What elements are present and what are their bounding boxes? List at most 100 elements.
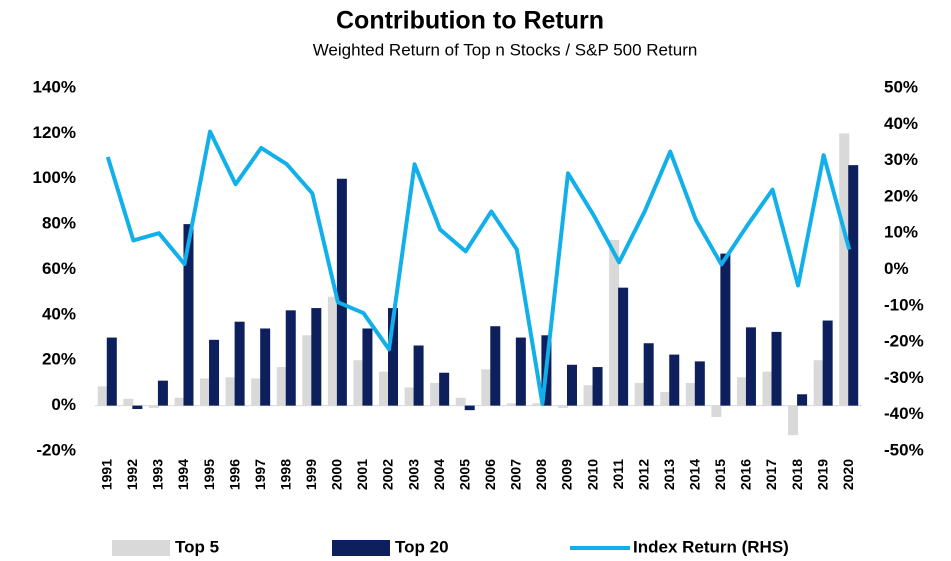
bar <box>771 331 782 406</box>
x-tick-label: 1997 <box>252 459 268 490</box>
bar <box>285 310 296 406</box>
x-tick-label: 2008 <box>533 459 549 490</box>
bar <box>106 337 117 406</box>
bar <box>302 335 313 406</box>
bar <box>225 377 236 406</box>
bar <box>566 364 577 406</box>
x-tick-label: 2005 <box>456 459 472 490</box>
bar <box>336 178 347 406</box>
bar <box>745 327 756 406</box>
bar <box>660 392 671 406</box>
x-tick-label: 1991 <box>98 459 114 490</box>
x-tick-label: 2020 <box>840 459 856 490</box>
y-tick-label: 140% <box>33 77 76 96</box>
y2-tick-label: -30% <box>884 368 924 387</box>
x-tick-label: 2004 <box>431 459 447 490</box>
y-tick-label: 120% <box>33 123 76 142</box>
x-tick-label: 1994 <box>175 459 191 490</box>
x-tick-label: 2015 <box>712 459 728 490</box>
bar <box>311 308 322 406</box>
bar <box>490 326 501 406</box>
bar <box>720 253 731 406</box>
x-tick-label: 1999 <box>303 459 319 490</box>
legend-swatch <box>332 540 390 556</box>
bar <box>609 240 620 406</box>
bar <box>174 397 185 406</box>
x-tick-label: 1992 <box>124 459 140 490</box>
bar <box>532 403 543 406</box>
line-series <box>105 129 852 406</box>
x-tick-label: 2007 <box>508 459 524 490</box>
bar <box>234 321 245 406</box>
bar <box>822 320 833 406</box>
bar <box>848 165 859 406</box>
legend-label: Top 5 <box>175 537 219 556</box>
bar <box>379 371 390 406</box>
x-tick-label: 1993 <box>150 459 166 490</box>
bar <box>583 385 594 406</box>
legend-label: Top 20 <box>395 537 449 556</box>
bar <box>634 382 645 406</box>
bar <box>711 405 722 417</box>
y-tick-label: 40% <box>42 304 76 323</box>
chart-title: Contribution to Return <box>336 7 604 35</box>
bar <box>327 296 338 406</box>
y-tick-label: 20% <box>42 350 76 369</box>
x-tick-label: 2016 <box>738 459 754 490</box>
bar <box>618 287 629 406</box>
bar <box>685 382 696 406</box>
x-tick-label: 2002 <box>380 459 396 490</box>
x-tick-label: 2009 <box>559 459 575 490</box>
x-tick-label: 2018 <box>789 459 805 490</box>
x-tick-label: 2003 <box>405 459 421 490</box>
bar <box>123 398 134 406</box>
bar <box>251 378 262 406</box>
x-tick-label: 2010 <box>584 459 600 490</box>
y-tick-label: 100% <box>33 168 76 187</box>
bar <box>643 343 654 406</box>
bar <box>439 372 450 406</box>
bar <box>481 369 492 406</box>
x-tick-label: 1995 <box>201 459 217 490</box>
x-tick-label: 2019 <box>814 459 830 490</box>
bar <box>200 378 211 406</box>
bar <box>455 397 466 406</box>
bar <box>430 382 441 406</box>
bar <box>97 386 108 406</box>
x-tick-label: 2012 <box>635 459 651 490</box>
bar <box>592 367 603 406</box>
bar <box>736 377 747 406</box>
y2-tick-label: -20% <box>884 332 924 351</box>
bar <box>388 308 399 406</box>
bar <box>148 405 159 408</box>
y-tick-label: 80% <box>42 214 76 233</box>
x-tick-label: 2001 <box>354 459 370 490</box>
bar <box>353 360 364 406</box>
x-tick-label: 2006 <box>482 459 498 490</box>
y-tick-label: 0% <box>51 395 76 414</box>
bar <box>788 405 799 436</box>
y2-tick-label: 50% <box>884 77 918 96</box>
y-tick-label: -20% <box>36 440 76 459</box>
bar <box>797 394 808 406</box>
bar <box>276 367 287 406</box>
x-tick-label: 1998 <box>277 459 293 490</box>
x-tick-label: 2014 <box>687 459 703 490</box>
y2-tick-label: -10% <box>884 295 924 314</box>
bar <box>557 405 568 408</box>
y2-tick-label: 0% <box>884 259 909 278</box>
bar <box>762 371 773 406</box>
y2-tick-label: -40% <box>884 404 924 423</box>
bar <box>183 224 194 406</box>
bar <box>157 380 168 406</box>
x-tick-label: 2013 <box>661 459 677 490</box>
y2-tick-label: 20% <box>884 186 918 205</box>
legend-swatch <box>112 540 170 556</box>
y-tick-label: 60% <box>42 259 76 278</box>
bar <box>209 339 220 406</box>
legend-label: Index Return (RHS) <box>633 537 789 556</box>
chart-subtitle: Weighted Return of Top n Stocks / S&P 50… <box>313 40 698 59</box>
x-tick-label: 2011 <box>610 459 626 490</box>
bar <box>813 360 824 406</box>
